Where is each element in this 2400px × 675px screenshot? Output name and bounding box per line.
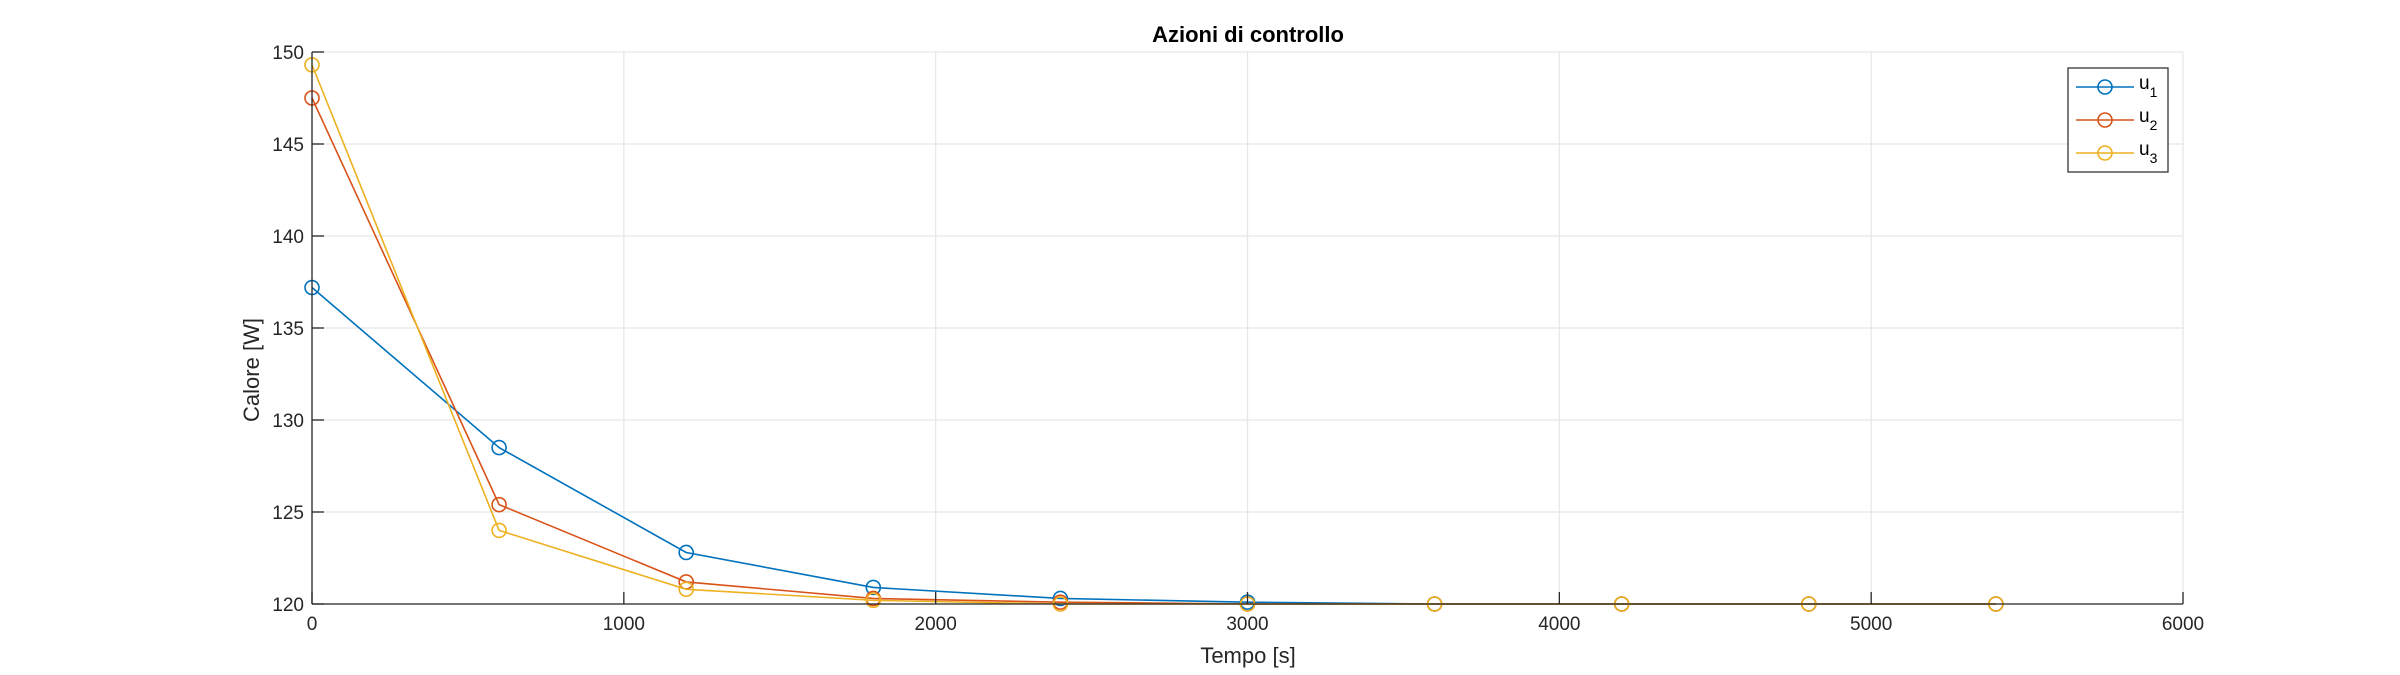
chart-title: Azioni di controllo: [1152, 22, 1344, 47]
y-tick-label: 130: [272, 411, 304, 432]
x-tick-label: 2000: [915, 614, 957, 635]
legend-marker: [2097, 79, 2113, 95]
x-tick-label: 0: [307, 614, 318, 635]
data-point-u1: [1052, 590, 1069, 607]
data-point-u1: [491, 439, 507, 456]
grid-lines: [311, 51, 2184, 605]
x-tick-label: 4000: [1538, 614, 1580, 635]
x-tick-label: 6000: [2162, 614, 2204, 635]
data-point-u3: [865, 592, 882, 609]
axes: [311, 51, 2184, 605]
y-tick-label: 135: [272, 319, 304, 340]
legend-marker: [2097, 145, 2113, 161]
x-axis-label: Tempo [s]: [1200, 643, 1295, 668]
legend-marker: [2097, 112, 2113, 128]
tick-labels: 0 1000 2000 3000 4000 5000 6000 120 125 130 135 140…: [272, 43, 2204, 635]
y-tick-label: 150: [272, 43, 304, 64]
y-tick-label: 120: [272, 595, 304, 616]
data-point-u2: [491, 496, 507, 513]
x-tick-label: 3000: [1226, 614, 1268, 635]
y-tick-label: 145: [272, 135, 304, 156]
data-point-u3: [678, 581, 695, 598]
x-tick-label: 1000: [603, 614, 645, 635]
y-axis-label: Calore [W]: [239, 318, 264, 422]
y-tick-label: 140: [272, 227, 304, 248]
y-tick-label: 125: [272, 503, 304, 524]
data-point-u3: [491, 522, 507, 539]
x-tick-label: 5000: [1850, 614, 1892, 635]
data-point-u1: [678, 544, 695, 561]
data-point-u1: [865, 579, 882, 596]
